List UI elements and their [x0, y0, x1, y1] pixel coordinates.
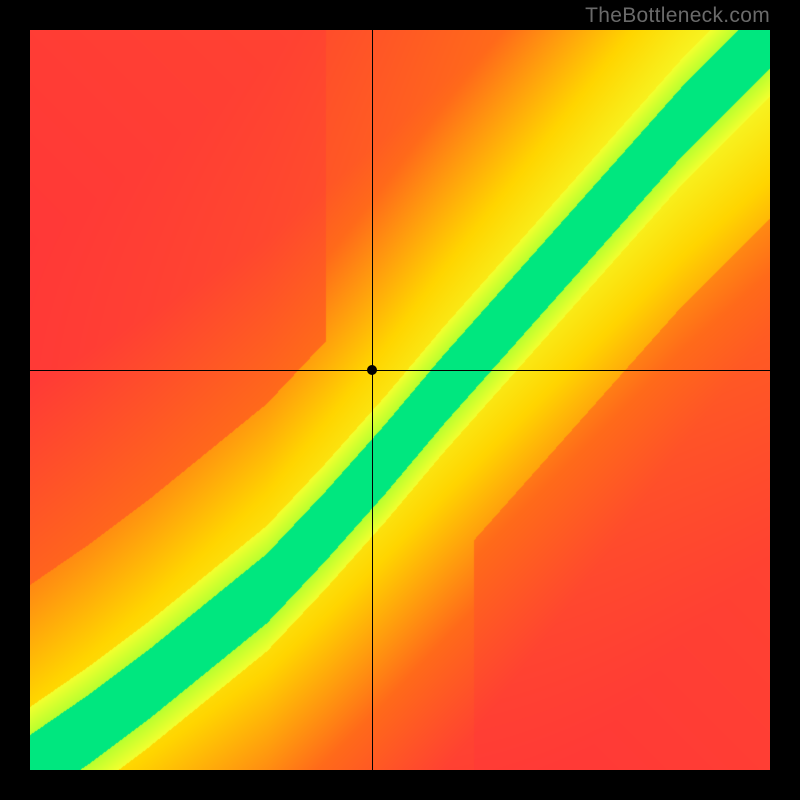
- heatmap-canvas: [30, 30, 770, 770]
- crosshair-vertical: [372, 30, 373, 770]
- watermark-text: TheBottleneck.com: [585, 4, 770, 28]
- crosshair-marker: [367, 365, 377, 375]
- crosshair-horizontal: [30, 370, 770, 371]
- plot-area: [30, 30, 770, 770]
